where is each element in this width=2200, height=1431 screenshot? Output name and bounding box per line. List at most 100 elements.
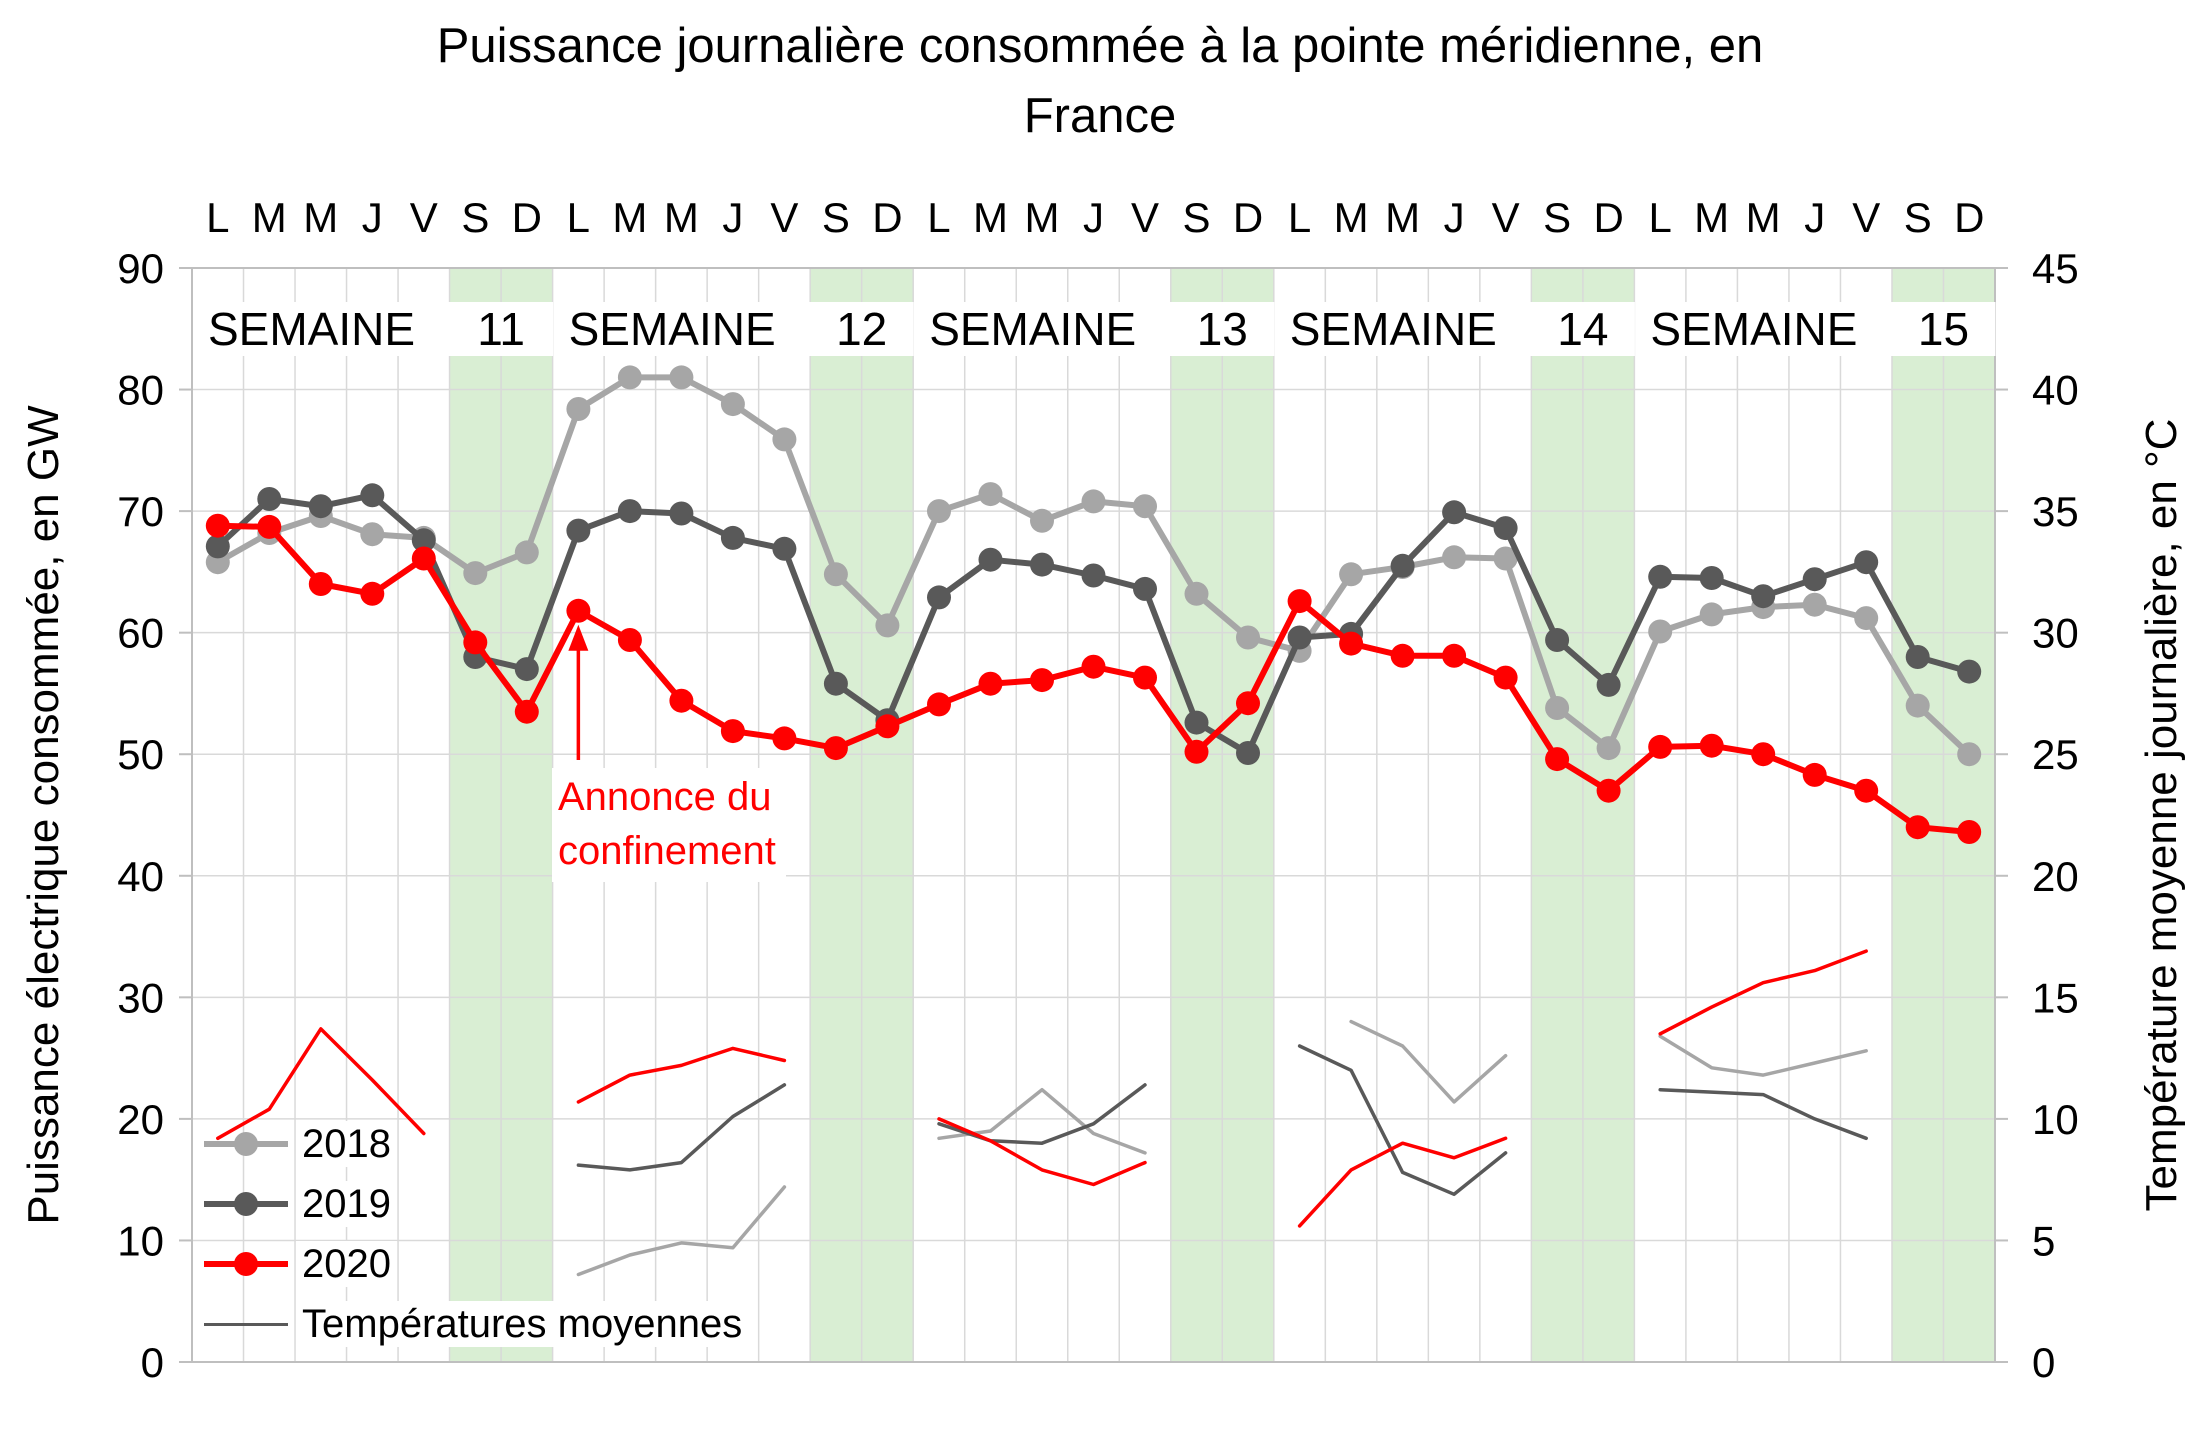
week-label-box	[1281, 302, 1635, 356]
data-point-2018	[1081, 489, 1106, 514]
data-point-2020	[1339, 631, 1364, 656]
data-point-2019	[1751, 584, 1776, 609]
y-axis-title-right: Température moyenne journalière, en °C	[2137, 418, 2186, 1212]
data-point-2020	[1442, 643, 1467, 668]
data-point-2019	[1442, 500, 1467, 525]
y-axis-left-tick-label: 90	[117, 245, 164, 292]
day-letter: J	[1804, 194, 1825, 241]
data-point-2019	[1802, 567, 1827, 592]
day-letter: L	[567, 194, 590, 241]
y-axis-left-tick-label: 30	[117, 974, 164, 1021]
data-point-2018	[1133, 494, 1157, 519]
legend-line-marker-swatch	[204, 1191, 288, 1217]
temperature-lines	[216, 949, 1868, 1277]
data-point-2018	[927, 499, 951, 524]
series-2020	[205, 513, 1982, 844]
week-label-number: 15	[1918, 303, 1969, 355]
data-point-2019	[1236, 741, 1260, 765]
y-axis-title-left: Puissance électrique consommée, en GW	[19, 405, 68, 1225]
day-letter: M	[1024, 194, 1059, 241]
data-point-2019	[927, 585, 951, 610]
data-point-2018	[1596, 736, 1621, 761]
data-point-2018	[823, 562, 848, 587]
week-label-box	[200, 302, 554, 356]
data-point-2018	[1339, 562, 1364, 587]
day-letter: D	[1954, 194, 1984, 241]
legend-line-swatch	[204, 1311, 288, 1337]
data-point-2018	[1030, 508, 1054, 533]
data-point-2020	[411, 546, 436, 571]
y-axis-right-tick-label: 30	[2032, 610, 2079, 657]
y-axis-left-tick-label: 60	[117, 610, 164, 657]
data-point-2019	[566, 518, 591, 543]
data-point-2018	[360, 522, 385, 547]
data-point-2020	[772, 726, 797, 751]
data-point-2018	[1905, 693, 1930, 718]
data-point-2019	[308, 494, 333, 519]
legend-item-2020: 2020	[204, 1234, 748, 1294]
day-letter: V	[1131, 194, 1159, 241]
data-point-2020	[1493, 665, 1518, 690]
data-point-2019	[1957, 659, 1982, 684]
day-letter: L	[206, 194, 229, 241]
day-letter: D	[512, 194, 542, 241]
data-point-2020	[1699, 733, 1724, 758]
data-point-2020	[1854, 778, 1879, 803]
legend-item-label: 2020	[296, 1241, 397, 1287]
data-point-2018	[875, 613, 900, 638]
data-point-2018	[514, 540, 539, 565]
data-point-2019	[205, 534, 230, 559]
week-labels: SEMAINE 11 SEMAINE 12 SEMAINE 13 SEMAINE 14 SEMA…	[200, 302, 1996, 356]
week-label-number: 11	[477, 303, 525, 355]
temp-line-2018-week-4	[1349, 1019, 1508, 1104]
y-axis-right-tick-label: 15	[2032, 974, 2079, 1021]
annotation-arrow	[568, 624, 589, 760]
data-point-2018	[772, 427, 797, 452]
temp-line-2020-week-5	[1658, 949, 1868, 1036]
data-point-2020	[1596, 778, 1621, 803]
data-point-2020	[669, 688, 694, 713]
data-point-2018	[1699, 602, 1724, 627]
temp-line-2018-week-5	[1658, 1034, 1868, 1077]
data-point-2018	[1802, 592, 1827, 617]
data-point-2019	[1390, 553, 1415, 578]
legend-marker-dot	[234, 1192, 258, 1216]
annotation-label: Annonce du confinement	[552, 768, 786, 882]
annotation-line1: Annonce du	[558, 775, 772, 819]
data-point-2018	[1493, 546, 1518, 571]
week-label-number: 12	[836, 303, 887, 355]
y-axis-left: 0 10 20 30 40 50 60 70 80 90	[117, 245, 192, 1386]
data-point-2019	[823, 671, 848, 696]
day-letter: V	[1492, 194, 1520, 241]
data-point-2018	[1545, 696, 1570, 720]
data-point-2020	[1133, 665, 1157, 690]
temp-line-2020-week-1	[216, 1027, 426, 1141]
data-point-2020	[1390, 643, 1415, 668]
temp-line-2019-week-2	[576, 1083, 787, 1172]
chart-title-line2: France	[1023, 88, 1177, 143]
data-point-2018	[1648, 619, 1673, 644]
data-point-2019	[514, 657, 539, 682]
data-point-2019	[1184, 710, 1209, 735]
week-label-word: SEMAINE	[1290, 303, 1497, 355]
data-point-2020	[1236, 691, 1260, 716]
annotation-line2: confinement	[558, 829, 776, 873]
data-point-2018	[566, 397, 591, 421]
day-letter: S	[822, 194, 850, 241]
chart-title-line1: Puissance journalière consommée à la poi…	[436, 19, 1764, 73]
data-point-2019	[1287, 625, 1312, 650]
data-point-2019	[978, 547, 1003, 572]
day-letter: V	[770, 194, 798, 241]
day-letter: J	[1444, 194, 1465, 241]
week-label-number: 14	[1557, 303, 1608, 355]
data-point-2020	[927, 692, 951, 717]
data-point-2020	[1802, 762, 1827, 787]
y-axis-right-tick-label: 25	[2032, 731, 2079, 778]
y-axis-left-tick-label: 0	[141, 1339, 164, 1386]
day-letter: S	[1904, 194, 1932, 241]
chart-title: Puissance journalière consommée à la poi…	[0, 12, 2200, 151]
legend-marker-dot	[234, 1132, 258, 1156]
data-point-2020	[1545, 747, 1570, 772]
